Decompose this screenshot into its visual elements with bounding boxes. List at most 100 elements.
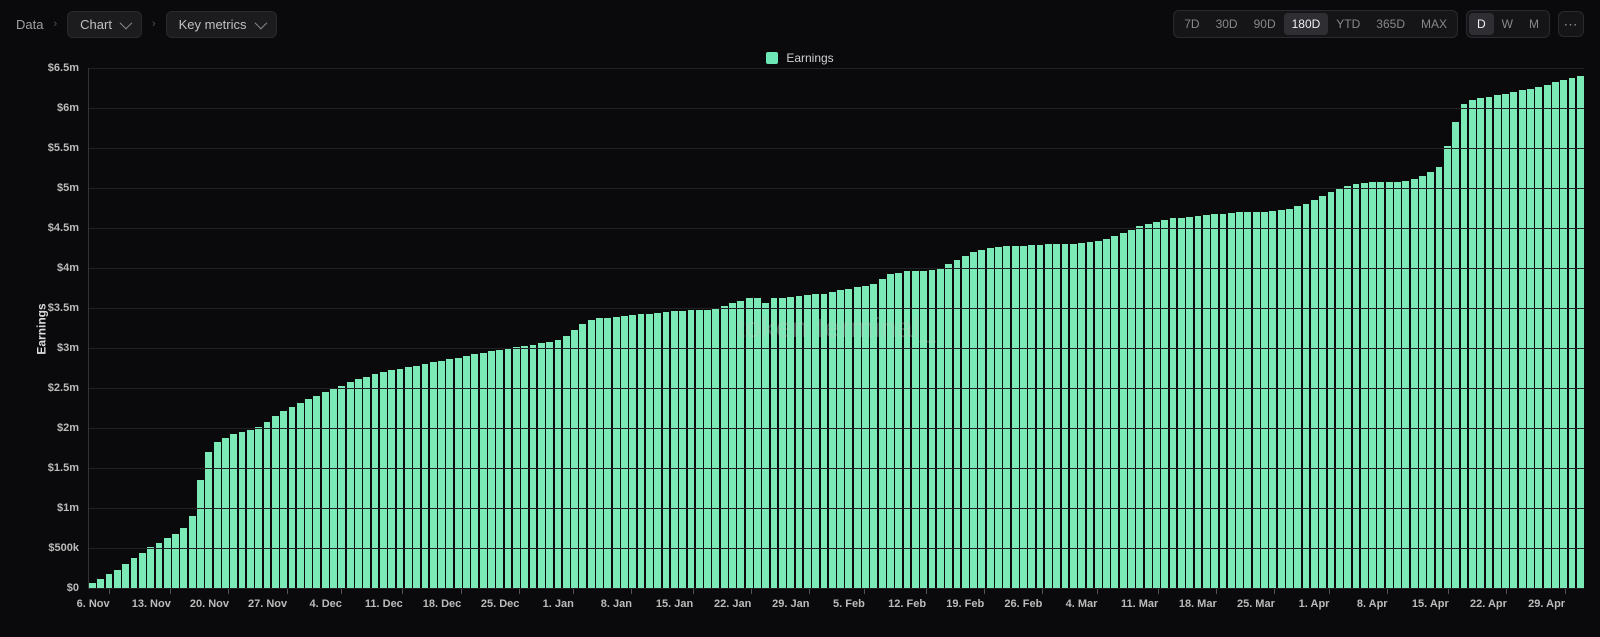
bar[interactable]: [1319, 196, 1326, 588]
bar[interactable]: [164, 538, 171, 588]
bar[interactable]: [1452, 122, 1459, 588]
bar[interactable]: [1328, 192, 1335, 588]
bar[interactable]: [638, 314, 645, 588]
bar[interactable]: [571, 330, 578, 588]
bar[interactable]: [1502, 94, 1509, 588]
bar[interactable]: [671, 311, 678, 588]
bar[interactable]: [688, 310, 695, 588]
bar[interactable]: [970, 252, 977, 588]
bar[interactable]: [172, 534, 179, 588]
bar[interactable]: [779, 298, 786, 588]
bar[interactable]: [978, 250, 985, 588]
bar[interactable]: [1178, 218, 1185, 588]
bar[interactable]: [1427, 172, 1434, 588]
bar[interactable]: [1170, 218, 1177, 588]
bar[interactable]: [347, 382, 354, 588]
crumb-metrics-dropdown[interactable]: Key metrics: [166, 11, 277, 38]
bar[interactable]: [1486, 97, 1493, 588]
bar[interactable]: [829, 292, 836, 588]
bar[interactable]: [804, 295, 811, 588]
bar[interactable]: [1145, 224, 1152, 588]
bar[interactable]: [380, 372, 387, 588]
bar[interactable]: [430, 362, 437, 588]
bar[interactable]: [1544, 85, 1551, 588]
bar[interactable]: [1436, 167, 1443, 588]
bar[interactable]: [413, 366, 420, 588]
bar[interactable]: [787, 297, 794, 588]
bar[interactable]: [313, 396, 320, 588]
bar[interactable]: [446, 359, 453, 588]
bar[interactable]: [1087, 242, 1094, 588]
bar[interactable]: [696, 310, 703, 588]
bar[interactable]: [1161, 220, 1168, 588]
bar[interactable]: [887, 274, 894, 588]
bar[interactable]: [330, 389, 337, 588]
bar[interactable]: [272, 416, 279, 588]
bar[interactable]: [821, 294, 828, 588]
bar[interactable]: [1510, 92, 1517, 588]
bar[interactable]: [1494, 95, 1501, 588]
bar[interactable]: [1527, 89, 1534, 588]
bar[interactable]: [679, 311, 686, 588]
crumb-chart-dropdown[interactable]: Chart: [67, 11, 142, 38]
bar[interactable]: [280, 411, 287, 588]
bar[interactable]: [106, 574, 113, 588]
bar[interactable]: [1003, 246, 1010, 588]
bar[interactable]: [131, 558, 138, 588]
bar[interactable]: [197, 480, 204, 588]
bar[interactable]: [1045, 244, 1052, 588]
bar[interactable]: [1377, 182, 1384, 588]
bar[interactable]: [954, 260, 961, 588]
bar[interactable]: [1203, 215, 1210, 588]
bar[interactable]: [1211, 214, 1218, 588]
bar[interactable]: [1153, 222, 1160, 588]
bar[interactable]: [1228, 213, 1235, 588]
bar[interactable]: [1552, 82, 1559, 588]
bar[interactable]: [1577, 76, 1584, 588]
bar[interactable]: [239, 432, 246, 588]
bar[interactable]: [1028, 245, 1035, 588]
bar[interactable]: [1477, 98, 1484, 588]
bar[interactable]: [654, 313, 661, 588]
bar[interactable]: [372, 374, 379, 588]
bar[interactable]: [854, 287, 861, 588]
bar[interactable]: [837, 290, 844, 588]
bar[interactable]: [1037, 245, 1044, 588]
bar[interactable]: [297, 403, 304, 588]
bar[interactable]: [762, 303, 769, 588]
bar[interactable]: [704, 310, 711, 588]
bar[interactable]: [438, 361, 445, 588]
bar[interactable]: [1519, 90, 1526, 588]
more-menu-button[interactable]: ⋯: [1558, 11, 1584, 37]
bar[interactable]: [338, 386, 345, 588]
crumb-data[interactable]: Data: [16, 17, 43, 32]
bar[interactable]: [1195, 216, 1202, 588]
bar[interactable]: [1136, 226, 1143, 588]
range-option-ytd[interactable]: YTD: [1328, 13, 1368, 35]
bar[interactable]: [555, 340, 562, 588]
bar[interactable]: [455, 358, 462, 588]
bar[interactable]: [1103, 239, 1110, 588]
bar[interactable]: [180, 528, 187, 588]
bar[interactable]: [546, 342, 553, 588]
bar[interactable]: [1444, 146, 1451, 588]
bar[interactable]: [995, 247, 1002, 588]
bar[interactable]: [264, 422, 271, 588]
bar[interactable]: [563, 336, 570, 588]
bar[interactable]: [97, 579, 104, 588]
bar[interactable]: [122, 564, 129, 588]
bar[interactable]: [322, 392, 329, 588]
bar[interactable]: [663, 312, 670, 588]
bar[interactable]: [471, 354, 478, 588]
bar[interactable]: [746, 298, 753, 588]
bar[interactable]: [289, 407, 296, 588]
bar[interactable]: [1353, 184, 1360, 588]
bar[interactable]: [222, 438, 229, 588]
bar[interactable]: [189, 516, 196, 588]
range-option-365d[interactable]: 365D: [1368, 13, 1413, 35]
bar[interactable]: [1402, 181, 1409, 588]
bar[interactable]: [355, 379, 362, 588]
bar[interactable]: [1186, 217, 1193, 588]
bar[interactable]: [812, 294, 819, 588]
bar[interactable]: [895, 273, 902, 588]
